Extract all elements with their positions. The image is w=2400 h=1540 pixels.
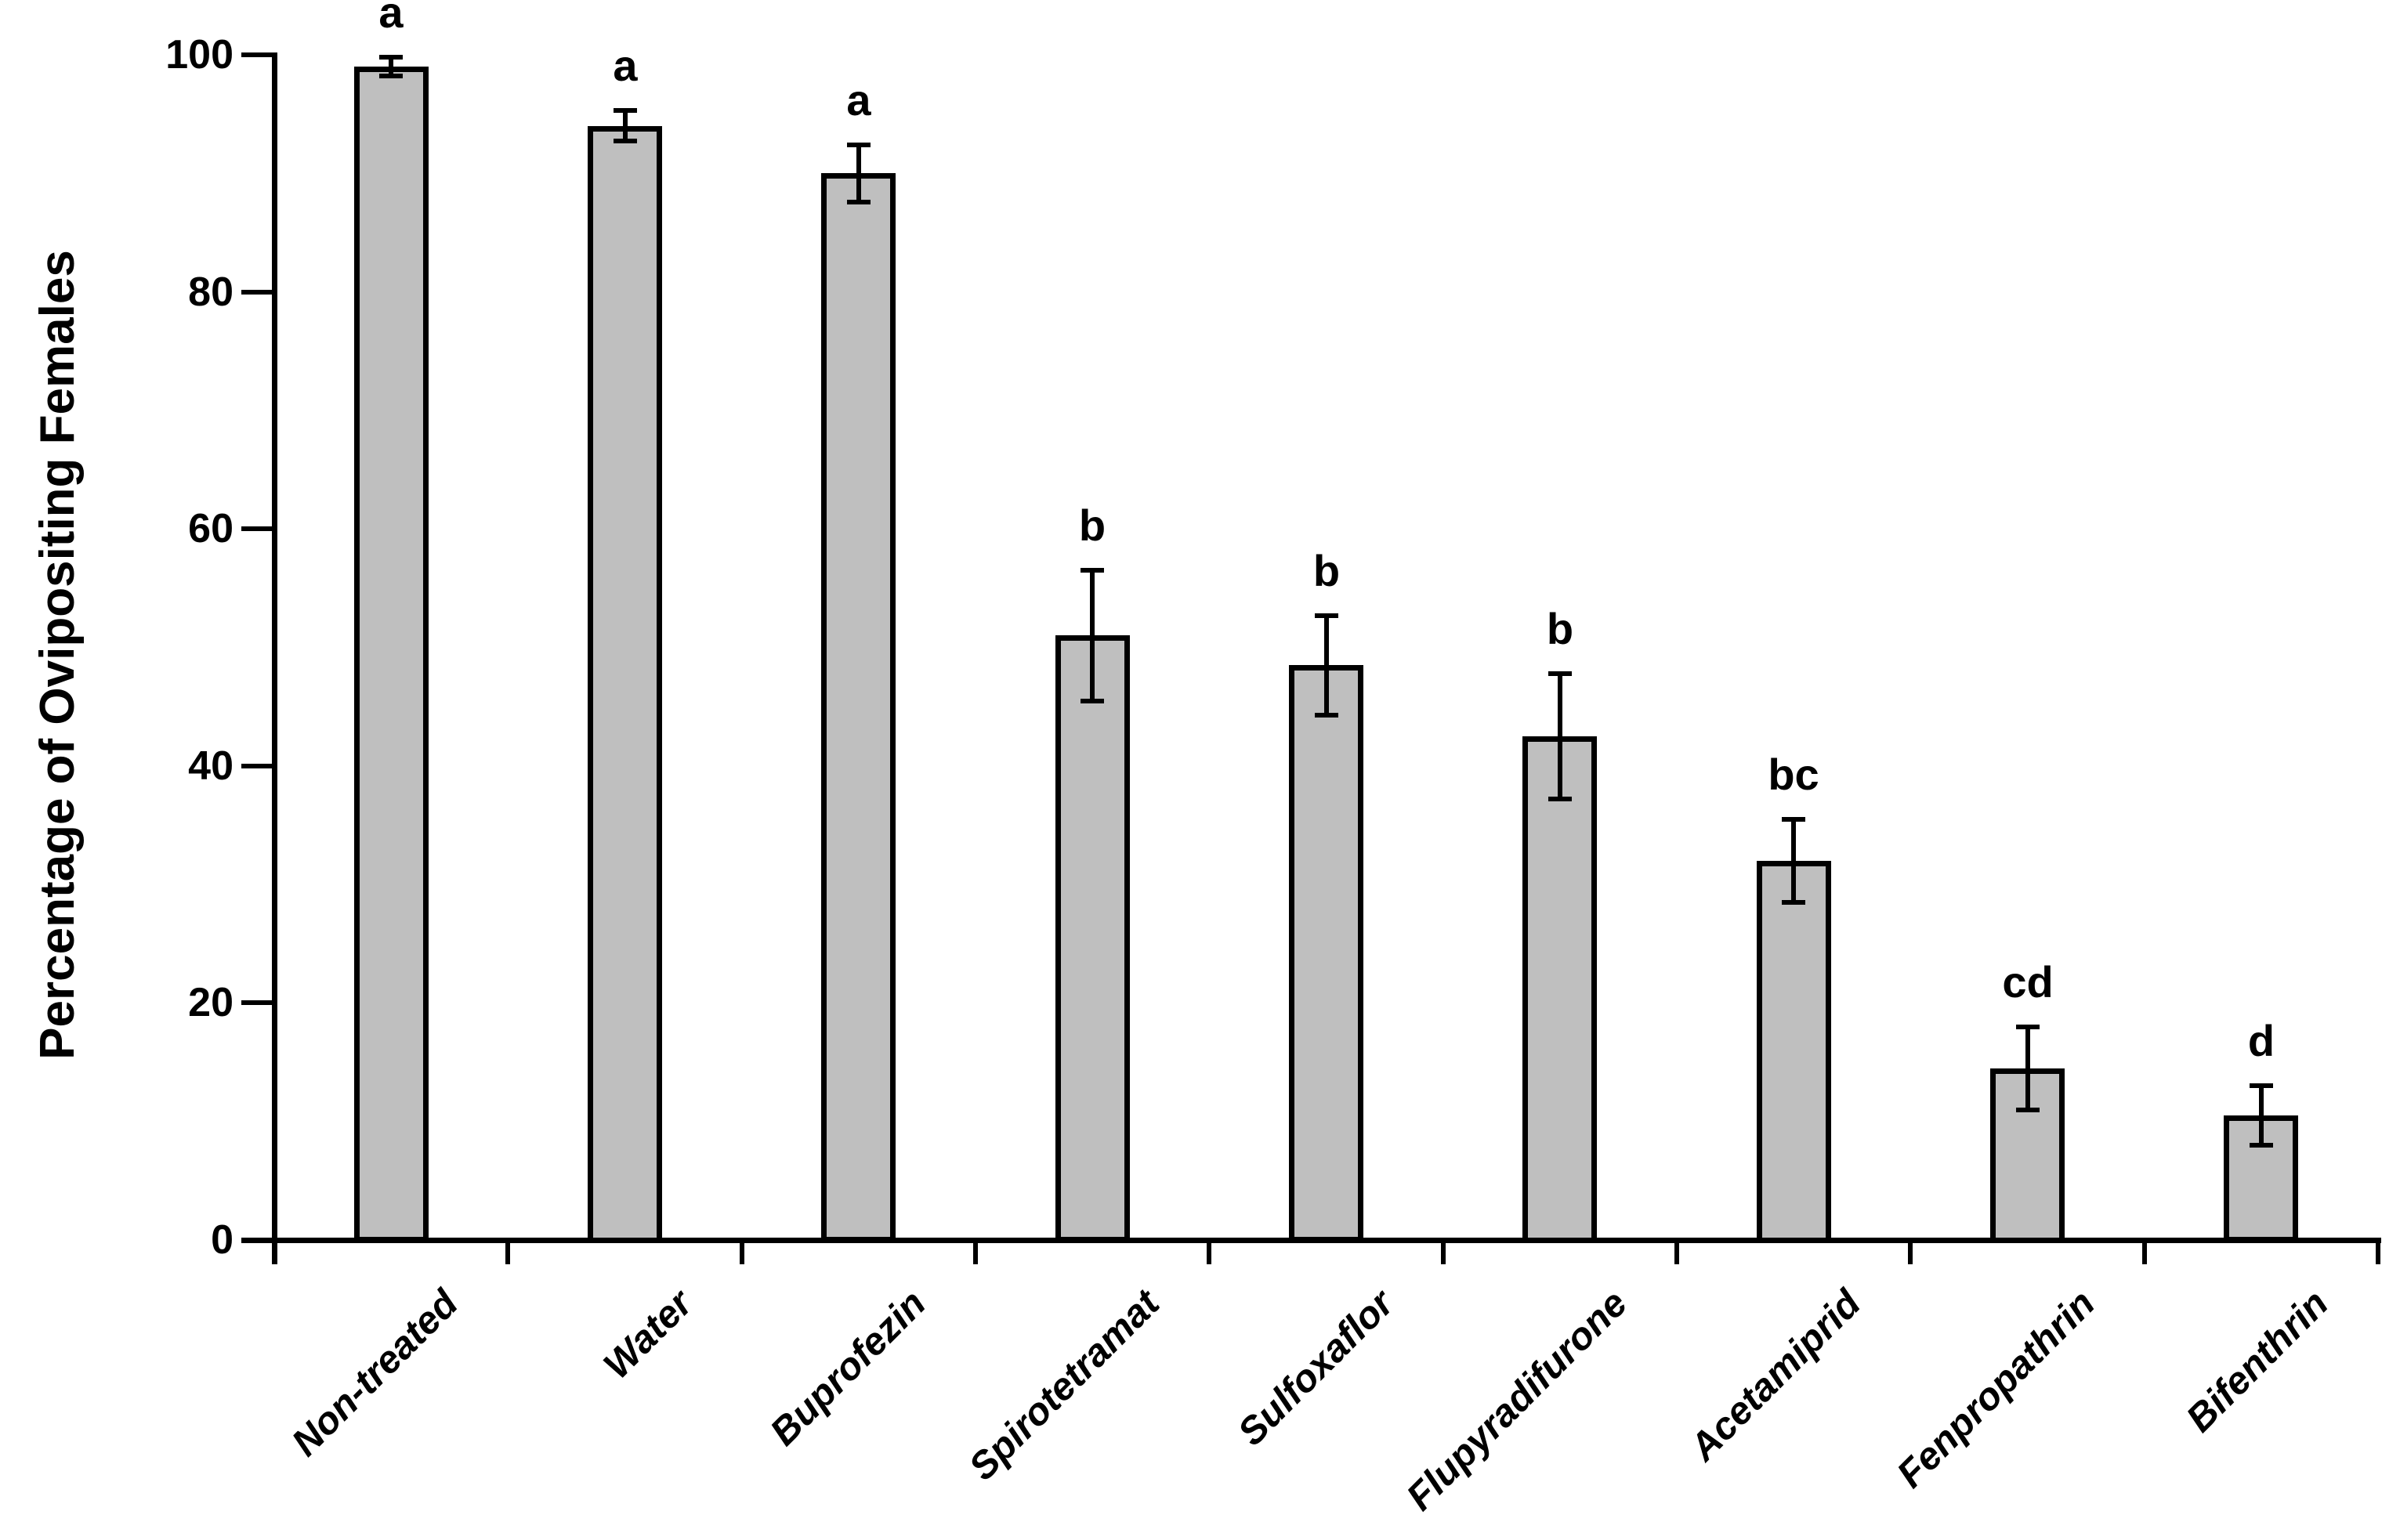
error-bar-line	[389, 57, 393, 76]
x-axis-tick	[1207, 1240, 1211, 1264]
x-axis-tick	[1674, 1240, 1679, 1264]
error-bar-line	[1324, 616, 1329, 715]
significance-letter: b	[1078, 501, 1106, 550]
error-bar-cap-top	[1081, 568, 1104, 573]
significance-letter: a	[613, 41, 638, 90]
error-bar-cap-bottom	[614, 139, 637, 143]
x-axis-tick	[2376, 1240, 2380, 1264]
y-axis-tick	[241, 764, 274, 768]
bar	[821, 173, 896, 1242]
bar	[1757, 861, 1831, 1243]
significance-letter: d	[2247, 1016, 2275, 1065]
significance-letter: b	[1312, 546, 1341, 595]
error-bar-cap-bottom	[2016, 1108, 2040, 1112]
y-axis-tick	[241, 526, 274, 531]
error-bar-cap-top	[1548, 671, 1572, 676]
error-bar-cap-bottom	[1315, 713, 1338, 718]
y-axis-tick	[241, 52, 274, 57]
x-axis-tick	[740, 1240, 744, 1264]
error-bar-cap-bottom	[1081, 699, 1104, 703]
y-axis-line	[272, 52, 277, 1264]
bar	[588, 126, 662, 1243]
y-tick-label: 0	[211, 1217, 233, 1263]
y-axis-tick	[241, 1000, 274, 1005]
significance-letter: cd	[2002, 957, 2054, 1007]
error-bar-line	[1791, 819, 1796, 902]
error-bar-cap-bottom	[2250, 1143, 2273, 1148]
x-axis-tick	[1908, 1240, 1913, 1264]
error-bar-line	[1090, 570, 1095, 700]
x-axis-tick	[973, 1240, 978, 1264]
y-tick-label: 40	[188, 743, 233, 789]
error-bar-cap-top	[1782, 817, 1805, 822]
error-bar-cap-top	[614, 108, 637, 113]
error-bar-cap-top	[2016, 1025, 2040, 1029]
error-bar-line	[623, 110, 628, 141]
y-axis-tick	[241, 290, 274, 295]
error-bar-line	[2259, 1086, 2264, 1145]
x-axis-tick	[272, 1240, 277, 1264]
significance-letter: a	[846, 75, 871, 125]
y-tick-label: 60	[188, 506, 233, 551]
error-bar-cap-top	[1315, 613, 1338, 618]
y-tick-label: 20	[188, 980, 233, 1025]
error-bar-line	[2025, 1027, 2030, 1110]
error-bar-line	[1558, 674, 1562, 799]
error-bar-cap-bottom	[1548, 797, 1572, 801]
significance-letter: b	[1546, 604, 1574, 653]
x-axis-tick	[505, 1240, 510, 1264]
error-bar-line	[856, 145, 861, 202]
bar	[1055, 635, 1130, 1242]
bar	[354, 67, 429, 1242]
y-tick-label: 80	[188, 269, 233, 315]
error-bar-cap-top	[379, 55, 403, 60]
x-axis-tick	[1441, 1240, 1446, 1264]
error-bar-cap-bottom	[379, 74, 403, 78]
error-bar-cap-bottom	[1782, 900, 1805, 905]
x-category-label: Non-treated	[284, 1282, 467, 1465]
significance-letter: a	[378, 0, 404, 37]
error-bar-cap-top	[2250, 1083, 2273, 1088]
error-bar-cap-bottom	[847, 200, 871, 204]
error-bar-cap-top	[847, 143, 871, 147]
bar	[1522, 736, 1597, 1243]
y-tick-label: 100	[165, 32, 233, 78]
bar	[1289, 665, 1363, 1242]
x-axis-tick	[2142, 1240, 2147, 1264]
significance-letter: bc	[1768, 750, 1819, 799]
